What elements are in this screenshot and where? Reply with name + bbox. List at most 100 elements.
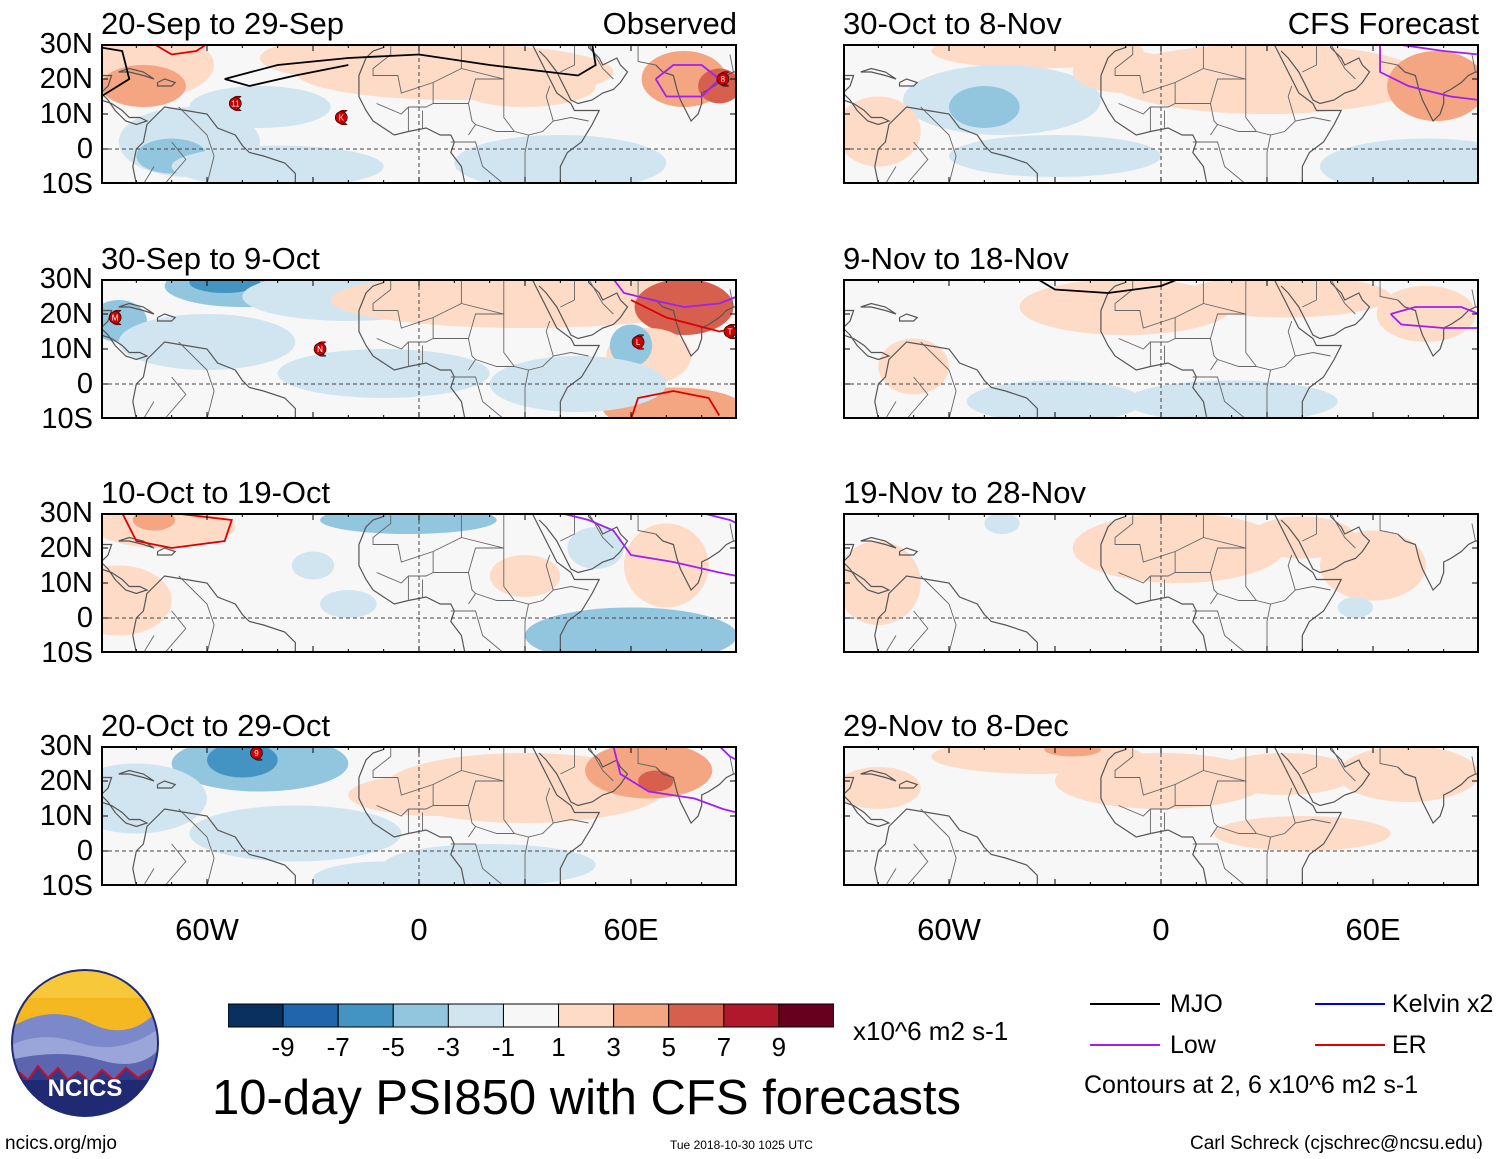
country-border: [524, 134, 529, 184]
country-border: [1379, 513, 1398, 535]
country-border: [588, 746, 614, 782]
wave-contour: [718, 746, 737, 761]
legend-label-er: ER: [1392, 1031, 1427, 1059]
colorbar-swatch: [668, 1003, 725, 1028]
country-border: [1217, 826, 1257, 834]
wave-contour: [1390, 306, 1479, 329]
country-border: [1287, 320, 1296, 357]
country-border: [729, 54, 734, 73]
country-border: [1266, 369, 1271, 419]
country-border: [1379, 746, 1398, 768]
coastline: [843, 61, 891, 126]
coastline: [101, 61, 149, 126]
coastline: [118, 769, 155, 782]
lat-label: 20N: [39, 765, 93, 797]
anomaly-patch: [101, 763, 207, 834]
coastline: [1397, 299, 1479, 358]
coastline: [874, 341, 1038, 419]
country-border: [164, 610, 187, 653]
storm-marker: L: [631, 334, 645, 350]
wave-contour: [1394, 44, 1479, 56]
country-border: [1245, 548, 1331, 605]
country-border: [1471, 289, 1476, 308]
country-border: [468, 78, 504, 104]
lat-label: 0: [76, 133, 93, 165]
coastline: [531, 44, 601, 184]
country-border: [885, 166, 897, 184]
country-border: [545, 320, 554, 357]
country-border: [468, 780, 504, 806]
map-observed-3: [101, 513, 737, 653]
lat-label: 30N: [39, 263, 93, 295]
coastline: [132, 341, 296, 419]
lat-label: 30N: [39, 497, 93, 529]
coastline: [843, 763, 891, 828]
country-border: [1210, 780, 1246, 806]
coastline: [860, 769, 897, 782]
lat-label: 20N: [39, 532, 93, 564]
footer-timestamp: Tue 2018-10-30 1025 UTC: [670, 1138, 813, 1152]
country-border: [1302, 513, 1317, 542]
country-border: [1192, 376, 1247, 419]
anomaly-patch: [454, 65, 596, 107]
country-border: [729, 756, 734, 775]
lat-label: 0: [76, 602, 93, 634]
country-border: [450, 843, 505, 886]
country-border: [164, 376, 187, 419]
coastline: [1280, 513, 1371, 574]
coastline: [538, 746, 629, 807]
anomaly-patch: [567, 527, 624, 569]
colorbar-swatch: [723, 1003, 780, 1028]
coastline: [118, 536, 155, 549]
country-border: [1114, 279, 1204, 329]
storm-marker: M: [108, 309, 122, 326]
lat-label: 10S: [41, 870, 93, 902]
country-border: [729, 523, 734, 542]
panel-title-forecast-4: 29-Nov to 8-Dec: [843, 708, 1069, 743]
lon-label: 0: [410, 912, 428, 947]
country-border: [1114, 44, 1204, 94]
coastline: [860, 536, 897, 549]
coastline: [655, 766, 737, 825]
coastline: [132, 106, 296, 184]
coastline: [531, 513, 601, 653]
colorbar-tick-label: 1: [551, 1032, 566, 1062]
ncics-logo: NCICS: [11, 969, 159, 1117]
country-border: [450, 141, 505, 184]
country-border: [1114, 746, 1204, 796]
country-border: [1174, 551, 1219, 605]
country-border: [920, 106, 957, 184]
coastline: [874, 575, 1038, 653]
lon-label: 60W: [917, 912, 981, 947]
footer-credit: Carl Schreck (cjschrec@ncsu.edu): [1190, 1133, 1483, 1154]
panel-title-observed-3: 10-Oct to 19-Oct: [101, 475, 331, 510]
wave-contour: [224, 64, 349, 87]
coastline: [358, 75, 466, 184]
coastline: [874, 106, 1038, 184]
anomaly-patch: [843, 767, 921, 809]
country-border: [503, 314, 589, 371]
coastline: [1280, 44, 1371, 105]
country-border: [1266, 134, 1271, 184]
wave-contour: [1036, 279, 1179, 294]
wave-contour: [560, 513, 737, 577]
country-border: [1379, 279, 1398, 301]
colorbar-swatch: [502, 1003, 560, 1028]
contours-note: Contours at 2, 6 x10^6 m2 s-1: [1084, 1071, 1419, 1099]
anomaly-patch: [189, 805, 402, 862]
lat-label: 10N: [39, 333, 93, 365]
anomaly-patch: [1337, 597, 1373, 618]
country-border: [143, 166, 155, 184]
country-border: [178, 341, 215, 419]
storm-marker: N: [313, 341, 327, 357]
country-border: [1174, 784, 1219, 838]
figure-title: 10-day PSI850 with CFS forecasts: [212, 1071, 961, 1125]
panel-title-forecast-1: 30-Oct to 8-Nov: [843, 6, 1062, 41]
country-border: [588, 279, 614, 315]
country-border: [1266, 603, 1271, 653]
anomaly-patch: [118, 314, 296, 370]
country-border: [885, 401, 897, 419]
coastline: [538, 279, 629, 340]
anomaly-patch: [277, 349, 490, 398]
country-border: [1330, 513, 1356, 549]
